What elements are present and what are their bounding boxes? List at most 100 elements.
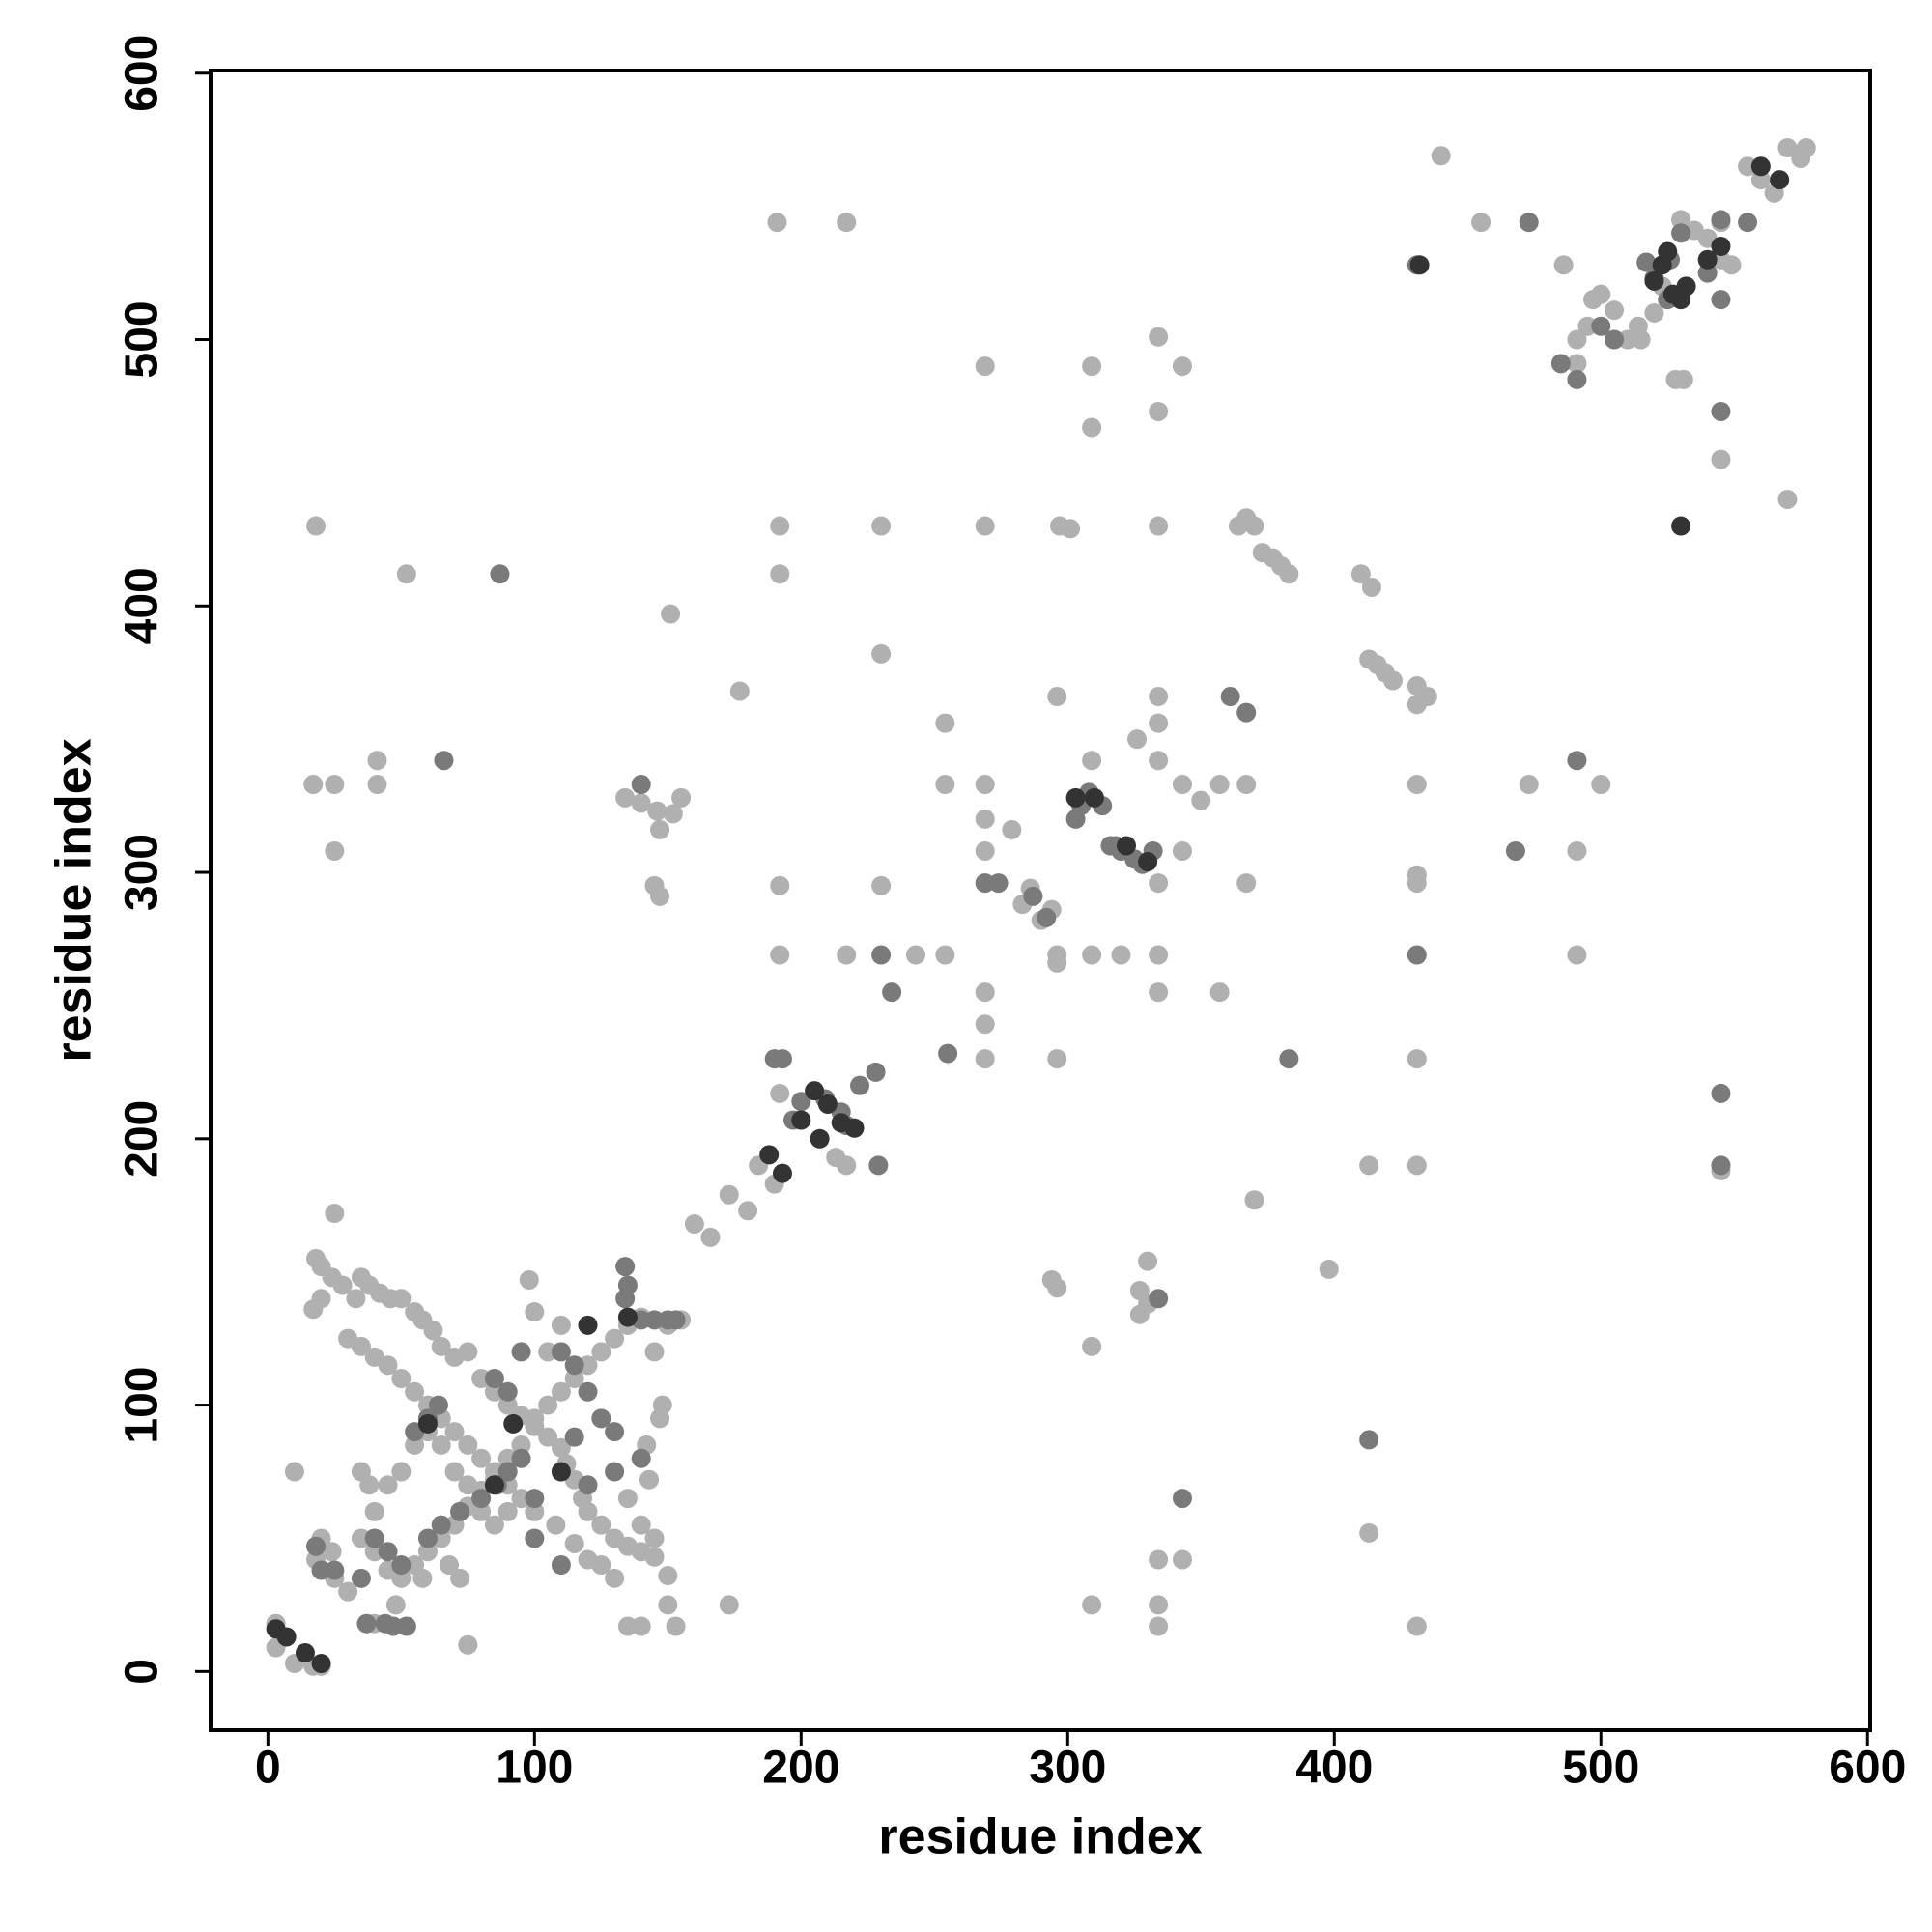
point xyxy=(1697,263,1718,283)
point xyxy=(551,1462,571,1482)
point xyxy=(1406,775,1427,795)
point xyxy=(658,1595,678,1615)
x-tick-label: 300 xyxy=(1029,1743,1106,1794)
point xyxy=(1047,1049,1067,1069)
point xyxy=(1519,213,1539,233)
point xyxy=(295,1643,315,1663)
point xyxy=(364,1528,384,1548)
x-tick-label: 0 xyxy=(255,1743,281,1794)
point xyxy=(364,1542,384,1562)
point xyxy=(444,1422,465,1442)
point xyxy=(497,1462,518,1482)
point xyxy=(1567,840,1587,861)
point xyxy=(1567,329,1587,350)
point xyxy=(1220,687,1240,707)
point xyxy=(1236,702,1257,723)
point xyxy=(538,1395,558,1415)
point xyxy=(738,1201,758,1221)
point xyxy=(1047,687,1067,707)
point xyxy=(578,1381,598,1402)
point xyxy=(471,1368,492,1388)
point xyxy=(1591,775,1611,795)
point xyxy=(1319,1259,1339,1279)
point xyxy=(1172,356,1192,377)
point xyxy=(1417,687,1437,707)
point xyxy=(538,1427,558,1447)
point xyxy=(644,1547,665,1567)
point xyxy=(975,775,995,795)
point xyxy=(850,1075,870,1095)
point xyxy=(1519,775,1539,795)
point xyxy=(1082,1595,1102,1615)
point xyxy=(311,1654,331,1674)
point xyxy=(564,1427,584,1447)
point xyxy=(578,1355,598,1376)
point xyxy=(1172,1549,1192,1570)
point xyxy=(1738,213,1758,233)
point xyxy=(1149,1289,1169,1309)
x-tick-label: 200 xyxy=(762,1743,839,1794)
point xyxy=(511,1489,531,1509)
x-tick-label: 600 xyxy=(1829,1743,1906,1794)
point xyxy=(338,1328,358,1349)
point xyxy=(284,1462,304,1482)
point xyxy=(551,1555,571,1576)
point xyxy=(1406,1616,1427,1636)
point xyxy=(1037,907,1057,927)
point xyxy=(1129,1304,1150,1324)
point xyxy=(975,1014,995,1035)
point xyxy=(1382,670,1403,691)
point xyxy=(1117,836,1137,856)
point xyxy=(1359,1430,1379,1450)
point xyxy=(484,1381,504,1402)
point xyxy=(351,1568,371,1588)
point xyxy=(385,1595,406,1615)
point xyxy=(617,1616,638,1636)
point xyxy=(1209,775,1230,795)
point xyxy=(578,1549,598,1570)
point xyxy=(364,1501,384,1521)
point xyxy=(1406,1155,1427,1176)
point xyxy=(975,516,995,536)
point xyxy=(458,1342,478,1362)
point xyxy=(1636,252,1657,272)
point xyxy=(1191,790,1211,810)
point xyxy=(767,213,787,233)
point xyxy=(1172,840,1192,861)
point xyxy=(503,1413,524,1434)
point xyxy=(617,1489,638,1509)
point xyxy=(605,1462,625,1482)
point xyxy=(1628,316,1648,336)
point xyxy=(417,1542,438,1562)
point xyxy=(770,1083,790,1103)
point xyxy=(434,751,454,771)
point xyxy=(484,1515,504,1535)
point xyxy=(719,1595,739,1615)
point xyxy=(658,1566,678,1586)
point xyxy=(1047,952,1067,973)
point xyxy=(525,1489,545,1509)
point xyxy=(1084,787,1104,808)
point xyxy=(1002,819,1022,839)
point xyxy=(1671,210,1691,230)
y-tick-label: 200 xyxy=(117,1100,168,1178)
point xyxy=(1149,1549,1169,1570)
point xyxy=(525,1501,545,1521)
point xyxy=(484,1368,504,1388)
point xyxy=(1567,945,1587,965)
point xyxy=(391,1368,412,1388)
point xyxy=(1350,564,1371,584)
point xyxy=(1065,787,1086,808)
point xyxy=(605,1568,625,1588)
point xyxy=(791,1110,811,1130)
point xyxy=(639,1469,659,1490)
point xyxy=(591,1408,611,1429)
point xyxy=(671,787,692,808)
point xyxy=(1406,1049,1427,1069)
point xyxy=(1406,945,1427,965)
point xyxy=(1777,489,1798,509)
point xyxy=(391,1462,412,1482)
point xyxy=(471,1501,492,1521)
x-tick-label: 400 xyxy=(1295,1743,1373,1794)
